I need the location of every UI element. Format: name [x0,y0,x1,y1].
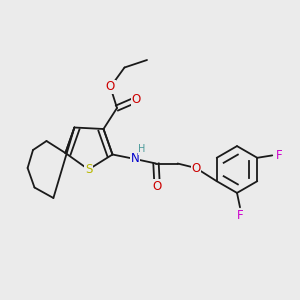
Text: O: O [191,161,200,175]
Text: F: F [237,209,243,222]
Text: O: O [153,180,162,193]
Text: S: S [85,163,92,176]
Text: O: O [106,80,115,94]
Text: N: N [130,152,140,166]
Text: F: F [276,149,283,162]
Text: H: H [138,144,145,154]
Text: O: O [132,93,141,106]
